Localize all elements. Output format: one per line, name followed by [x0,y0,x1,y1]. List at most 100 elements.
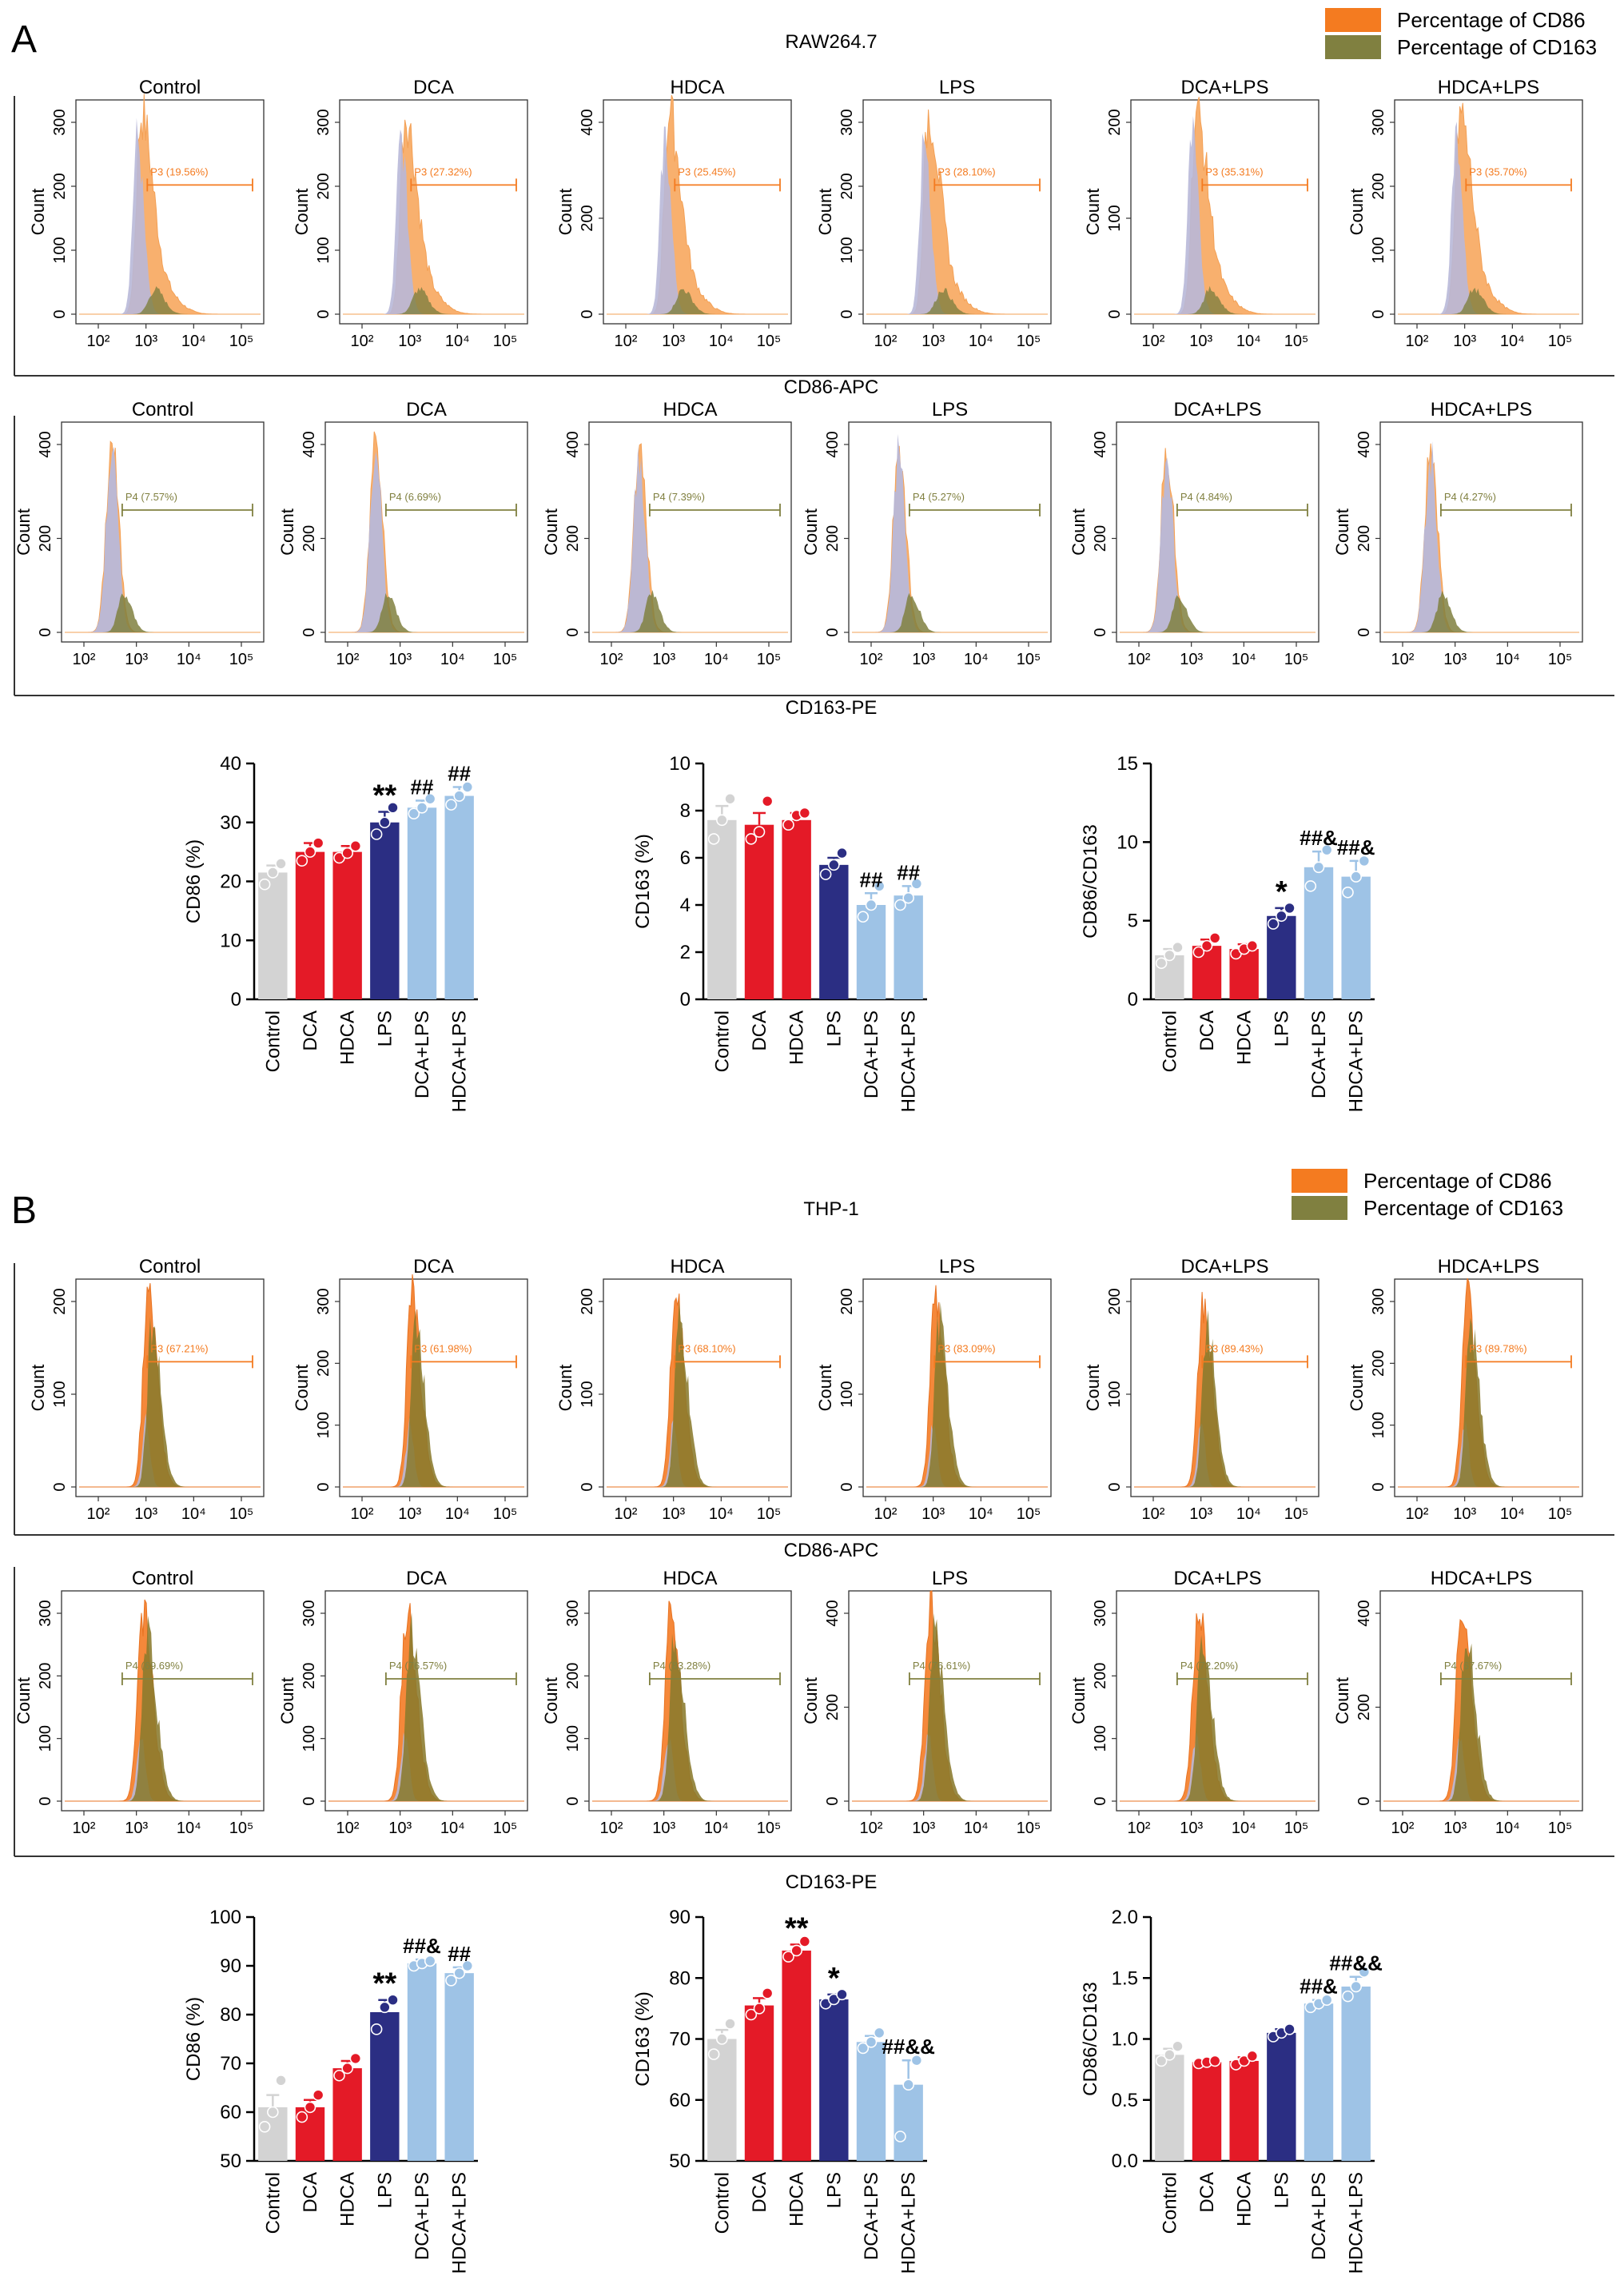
histogram-title: HDCA [663,399,717,421]
x-tick-label: 10⁵ [757,1505,782,1523]
x-tick-label: 10² [351,1505,374,1523]
cd86-histogram [79,1283,261,1488]
x-tick-label: 10³ [125,1820,148,1837]
category-label: HDCA [337,1010,359,1065]
count-axis-label: Count [815,1365,835,1412]
data-point [1246,2050,1259,2063]
y-tick-label: 200 [579,1288,596,1314]
y-tick-label: 0 [1092,628,1109,636]
category-label: DCA [749,2172,770,2213]
control-histogram [1120,457,1316,632]
cd86-histogram [1398,1278,1579,1488]
y-tick-label: 200 [564,525,582,552]
histogram-title: Control [139,77,201,98]
cd163-histogram [592,590,788,632]
data-point [258,2121,271,2133]
y-tick-label: 0 [51,309,69,318]
x-tick-label: 10⁵ [1017,651,1041,668]
x-tick-label: 10³ [662,333,685,350]
data-point [836,847,848,859]
y-tick-label: 100 [1370,237,1387,263]
category-label: LPS [823,1010,845,1046]
category-label: DCA [1196,2172,1218,2213]
data-point [416,802,428,814]
category-label: DCA [300,2172,321,2213]
histogram-title: DCA+LPS [1180,77,1268,98]
data-point [312,837,324,849]
y-axis-label: CD163 (%) [632,1991,654,2087]
bar [1229,2060,1259,2161]
histogram-frame [75,1278,265,1497]
histogram-frame [848,1590,1052,1812]
data-point [819,868,832,880]
x-tick-label: 10² [1142,333,1165,350]
bar [332,2068,362,2161]
data-point [1172,2040,1184,2052]
data-point [910,878,923,890]
count-axis-label: Count [1347,1365,1367,1412]
histogram-frame [862,99,1052,325]
bar [1304,2003,1334,2161]
data-point [857,2042,870,2055]
histogram-title: DCA+LPS [1173,399,1261,421]
bar [894,2084,923,2161]
data-point [379,816,391,829]
y-tick-label: 0 [51,1482,69,1491]
data-point [761,1987,774,1999]
y-tick-label: 300 [37,1600,54,1626]
data-point [1208,932,1221,944]
count-axis-label: Count [815,189,835,236]
cd86-histogram [65,440,261,633]
bar [444,1973,474,2161]
cd163-histogram [1383,1643,1579,1801]
x-tick-label: 10⁴ [1500,1505,1525,1523]
x-tick-label: 10⁵ [229,1820,254,1837]
data-point [902,2079,914,2091]
bar [370,2011,400,2161]
data-point [1312,861,1325,874]
histogram-title: HDCA [670,77,724,98]
panel-letter: A [11,18,37,61]
x-tick-label: 10² [874,333,898,350]
y-tick-label: 10 [1116,831,1138,853]
cd86-histogram [607,1293,788,1488]
data-point [865,2036,878,2048]
bar [407,807,437,999]
gate-label: P4 (76.57%) [389,1660,447,1672]
x-tick-label: 10⁴ [1500,333,1525,350]
data-point [782,1951,794,1963]
significance-label: ##&& [1329,1951,1382,1975]
cd86-histogram [343,1274,524,1488]
count-axis-label: Count [1083,189,1103,236]
histogram-frame [61,1590,265,1812]
data-point [304,846,316,858]
histogram-plot: HDCA+LPS Count 0 200 400 10² 10³ 10⁴ 10⁵ P4 (67.6… [1332,1568,1583,1837]
x-tick-label: 10³ [652,651,675,668]
data-point [707,2048,720,2060]
data-point [1208,2055,1221,2067]
count-axis-label: Count [801,508,821,556]
x-axis-title: CD163-PE [786,697,878,719]
x-tick-label: 10⁴ [440,1820,465,1837]
y-tick-label: 300 [1092,1600,1109,1626]
x-tick-label: 10⁵ [1548,1505,1573,1523]
y-tick-label: 200 [37,525,54,552]
x-tick-label: 10³ [398,333,421,350]
y-tick-label: 200 [37,1663,54,1689]
y-tick-label: 400 [1355,1600,1373,1626]
histogram-frame [1379,421,1583,643]
y-tick-label: 100 [37,1725,54,1752]
histogram-title: HDCA+LPS [1438,77,1539,98]
x-tick-label: 10² [600,1820,623,1837]
data-point [267,867,279,879]
y-tick-label: 400 [1355,431,1373,457]
cd163-histogram [65,593,261,632]
bar [444,795,474,999]
x-tick-label: 10⁵ [229,651,254,668]
data-point [267,2106,279,2119]
histogram-plot: HDCA Count 0 100 200 300 10² 10³ 10⁴ 10⁵ P4 (83.28… [541,1568,792,1837]
x-tick-label: 10⁵ [1284,333,1309,350]
gate-label: P3 (27.32%) [414,165,472,177]
data-point [745,2008,758,2021]
x-tick-label: 10² [615,1505,638,1523]
